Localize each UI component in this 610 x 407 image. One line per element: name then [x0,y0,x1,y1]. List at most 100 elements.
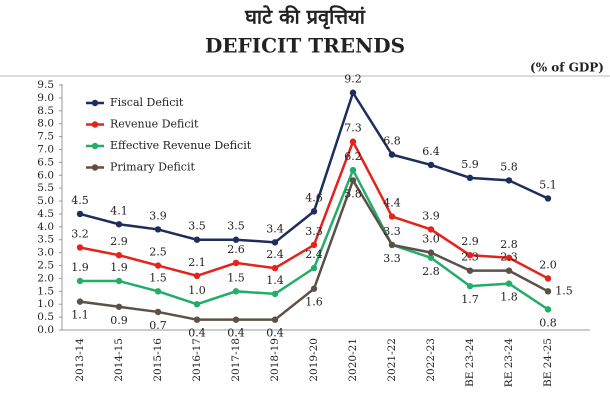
legend-label: Primary Deficit [110,161,195,174]
point [154,308,162,316]
point [76,298,84,305]
data-label: 0.4 [188,327,206,340]
data-label: 5.1 [539,178,557,191]
data-label: 9.2 [344,73,362,86]
point [193,236,201,243]
data-label: 1.5 [555,284,573,297]
data-label: 0.7 [149,319,167,332]
chart-subtitle: DEFICIT TRENDS [205,34,405,58]
data-label: 0.4 [227,327,245,340]
data-label: 3.3 [383,252,401,265]
point [427,161,435,169]
point [76,210,84,218]
point [349,138,357,145]
data-label: 5.8 [500,160,518,173]
point [76,244,84,251]
point [544,195,552,202]
y-tick-label: 4.0 [37,221,54,233]
point [505,254,513,261]
data-label: 0.9 [110,314,128,327]
data-label: 6.4 [422,145,440,158]
data-label: 7.3 [344,122,362,135]
data-label: 3.9 [422,209,440,222]
y-tick-label: 3.0 [37,247,54,259]
point [466,252,474,259]
point [310,208,318,215]
point [154,226,162,233]
x-tick-label: 2018-19 [269,338,281,382]
legend-marker [91,164,99,171]
data-label: 1.9 [71,261,89,274]
x-tick-label: BE 23-24 [464,338,476,387]
data-label: 1.8 [500,291,518,304]
data-label: 3.9 [149,209,167,222]
point [349,177,357,184]
point [466,174,474,182]
point [505,267,513,274]
data-label: 3.5 [227,220,245,233]
y-tick-label: 9.0 [37,92,54,104]
y-tick-label: 1.5 [37,285,54,297]
y-tick-label: 8.5 [37,105,54,117]
data-label: 1.9 [110,261,128,274]
legend-marker [91,121,99,128]
unit-label: (% of GDP) [530,61,604,75]
point [115,252,123,259]
data-label: 5.9 [461,158,479,171]
data-label: 3.3 [383,225,401,238]
data-label: 4.5 [71,194,89,207]
data-label: 2.5 [149,246,167,259]
y-tick-label: 5.0 [37,195,54,207]
y-tick-label: 8.0 [37,118,54,130]
y-tick-label: 2.0 [37,272,54,284]
y-tick-label: 4.5 [37,208,54,220]
y-tick-label: 6.0 [37,169,54,181]
x-tick-label: 2019-20 [308,338,320,382]
data-label: 2.8 [422,265,440,278]
point [232,288,240,295]
point [388,151,396,158]
data-label: 1.0 [188,284,206,297]
legend-marker [91,142,99,150]
point [505,280,513,287]
point [544,275,552,282]
data-label: 2.6 [227,243,245,256]
point [544,306,552,313]
legend-marker [91,99,99,107]
point [271,239,279,246]
data-label: 3.0 [422,233,440,246]
point [115,303,123,310]
point [193,316,201,323]
data-label: 1.5 [149,271,167,284]
data-label: 3.2 [71,227,89,240]
point [271,264,279,272]
point [76,277,84,285]
point [271,290,279,298]
data-label: 2.0 [539,258,557,271]
data-label: 5.8 [344,187,362,200]
point [115,277,123,285]
data-label: 1.5 [227,271,245,284]
point [310,241,318,249]
x-tick-label: RE 23-24 [503,338,515,387]
x-tick-label: 2016-17 [191,338,203,382]
point [466,267,474,274]
x-tick-label: 2021-22 [386,338,398,382]
y-tick-label: 7.0 [37,143,54,155]
point [310,285,318,292]
y-tick-label: 0.5 [37,311,54,323]
point [154,288,162,295]
point [232,316,240,323]
point [349,89,357,96]
point [544,288,552,295]
point [193,272,201,280]
point [427,226,435,233]
y-tick-label: 9.5 [37,79,54,91]
point [427,249,435,256]
data-label: 2.9 [461,235,479,248]
data-label: 0.4 [266,327,284,340]
data-label: 6.8 [383,135,401,148]
point [427,254,435,261]
data-label: 2.3 [461,251,479,264]
data-label: 3.3 [305,225,323,238]
